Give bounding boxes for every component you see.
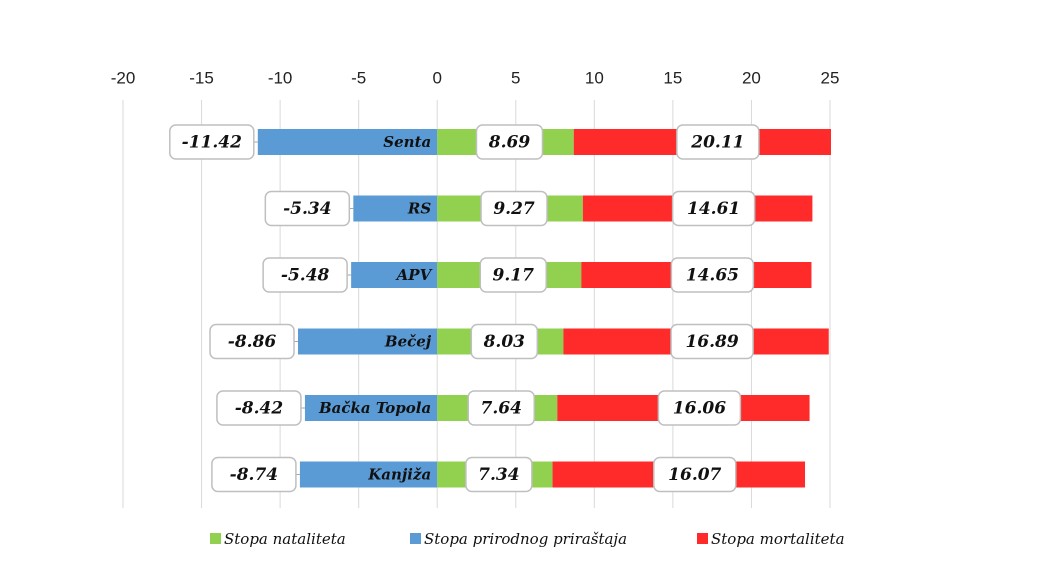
- data-label: 20.11: [690, 133, 744, 153]
- data-label-box: [262, 257, 348, 293]
- data-label-box: [653, 456, 737, 493]
- x-tick-label: -10: [268, 68, 293, 87]
- labels: -20 -15 -10 -5 0 5 10 15 20 25 Senta -11.42 8.69 20.1…: [111, 68, 845, 548]
- data-label-box: [480, 190, 548, 227]
- data-label-box: [209, 323, 295, 360]
- category-label: RS: [407, 200, 431, 218]
- x-tick-label: 25: [821, 68, 840, 87]
- bar: [299, 461, 438, 488]
- bar: [351, 262, 438, 288]
- data-label-box: [467, 390, 535, 426]
- data-label: 9.27: [493, 199, 535, 219]
- bar: [353, 195, 438, 222]
- data-label: -11.42: [182, 133, 242, 153]
- category-label: Bačka Topola: [318, 399, 431, 417]
- legend-swatch: [210, 533, 221, 544]
- x-tick-label: -5: [351, 68, 366, 87]
- data-label: 16.07: [668, 465, 721, 485]
- legend-swatch: [410, 533, 421, 544]
- bar: [304, 395, 438, 421]
- data-label: 16.06: [673, 399, 726, 419]
- data-label: -5.34: [283, 199, 331, 219]
- data-label: -5.48: [281, 266, 330, 286]
- category-label: APV: [395, 266, 433, 284]
- data-label-box: [657, 390, 742, 426]
- data-label: -8.74: [230, 465, 278, 485]
- data-label: 7.64: [481, 399, 522, 419]
- category-label: Kanjiža: [367, 466, 431, 484]
- data-label: 14.65: [686, 266, 739, 286]
- x-tick-label: 10: [585, 68, 604, 87]
- data-label-box: [676, 124, 760, 160]
- data-label: 14.61: [687, 199, 740, 219]
- data-label-box: [670, 257, 755, 293]
- legend-label: Stopa mortaliteta: [711, 530, 845, 548]
- data-label: 8.69: [488, 133, 531, 153]
- bar: [257, 129, 438, 155]
- x-tick-label: 0: [432, 68, 441, 87]
- data-label-box: [479, 257, 548, 293]
- data-label-box: [264, 190, 351, 227]
- legend-swatch: [697, 533, 708, 544]
- x-tick-label: 15: [663, 68, 682, 87]
- data-label: -8.42: [235, 399, 284, 419]
- x-tick-label: 20: [742, 68, 761, 87]
- data-label-box: [470, 323, 539, 360]
- x-tick-label: 5: [511, 68, 520, 87]
- data-label-box: [216, 390, 302, 426]
- data-label-box: [211, 456, 297, 493]
- category-label: Bečej: [384, 333, 432, 351]
- data-label: 16.89: [685, 332, 738, 352]
- grid: [122, 100, 831, 508]
- data-label-box: [670, 323, 754, 360]
- data-label: 7.34: [478, 465, 519, 485]
- x-tick-label: -20: [111, 68, 136, 87]
- legend-label: Stopa nataliteta: [224, 530, 346, 548]
- data-label-box: [169, 124, 255, 160]
- bars: [257, 129, 831, 488]
- data-label: 9.17: [493, 266, 535, 286]
- data-label-box: [465, 456, 533, 493]
- data-label-box: [475, 124, 544, 160]
- data-label-box: [671, 190, 756, 227]
- category-label: Senta: [383, 133, 431, 151]
- x-tick-label: -15: [189, 68, 214, 87]
- bar: [298, 328, 438, 355]
- data-label: 8.03: [483, 332, 526, 352]
- legend-label: Stopa prirodnog priraštaja: [424, 530, 627, 548]
- data-label: -8.86: [228, 332, 277, 352]
